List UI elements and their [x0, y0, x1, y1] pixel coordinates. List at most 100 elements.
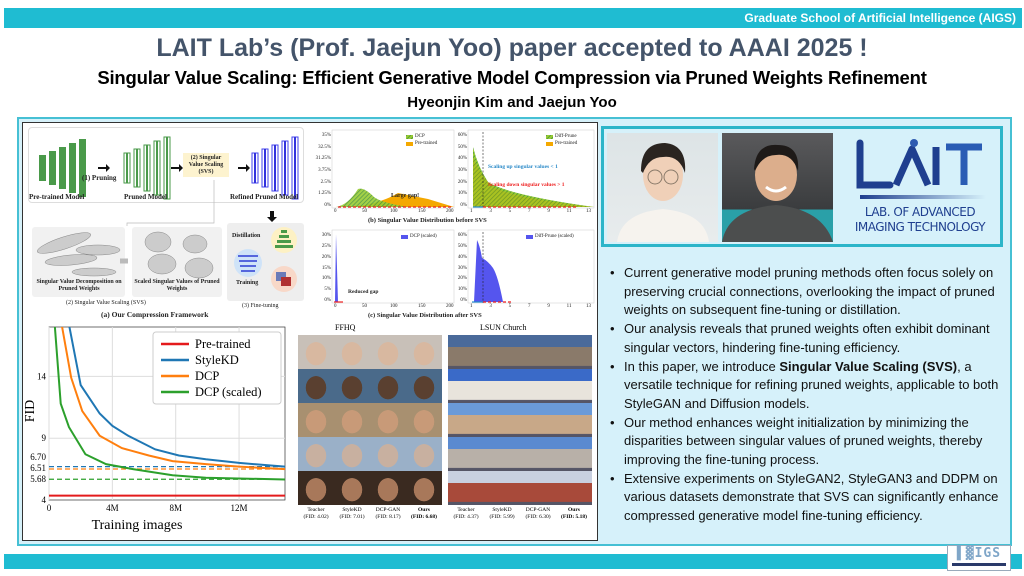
x-tick-label: 4M [106, 503, 119, 513]
x-tick: 11 [566, 209, 572, 214]
lsun-sample-image [484, 369, 520, 403]
y-tick: 15% [321, 265, 331, 271]
lsun-sample-image [556, 437, 592, 471]
legend-label: StyleKD [195, 353, 239, 367]
y-tick: 10% [457, 287, 467, 293]
y-tick-label: 5.68 [30, 474, 46, 484]
logo-line-1: LAB. OF ADVANCED [864, 205, 976, 219]
x-tick: 1 [470, 209, 473, 214]
lsun-sample-image [484, 335, 520, 369]
y-tick-label: 9 [42, 433, 47, 443]
x-tick: 50 [362, 304, 367, 309]
sample-grid: FFHQ LSUN Church Teacher (FID: 4.02) Style… [295, 321, 597, 541]
framework-caption: (a) Our Compression Framework [101, 310, 209, 319]
ffhq-sample-image [370, 403, 406, 437]
annotation-large-gap: Large gap! [391, 193, 420, 199]
ffhq-sample-image [406, 335, 442, 369]
legend-dcp-scaled: DCP (scaled) [410, 234, 437, 239]
lsun-sample-image [448, 437, 484, 471]
y-tick: 5% [324, 287, 331, 293]
lsun-sample-image [484, 403, 520, 437]
y-tick: 40% [457, 254, 467, 260]
y-axis-label: FID [23, 400, 38, 423]
x-tick: 0 [334, 209, 337, 214]
lsun-sample-image [520, 403, 556, 437]
y-tick: 25% [321, 243, 331, 249]
x-tick: 3 [489, 209, 492, 214]
x-axis-label: Training images [92, 518, 183, 533]
series-line-stylekd [68, 327, 285, 468]
legend-pretrained-2: Pre-trained [555, 141, 578, 146]
y-tick: 50% [457, 243, 467, 249]
x-tick: 13 [586, 304, 591, 309]
x-tick: 9 [547, 209, 550, 214]
x-tick-label: 8M [169, 503, 182, 513]
x-tick: 0 [334, 304, 337, 309]
lait-logo: LAB. OF ADVANCED IMAGING TECHNOLOGY [840, 135, 1000, 240]
ffhq-sample-image [370, 437, 406, 471]
annotation-scale-down: Scaling down singular values > 1 [488, 182, 565, 188]
annotation-reduced-gap: Reduced gap [348, 289, 379, 295]
x-tick: 5 [508, 304, 512, 309]
lsun-sample-image [520, 471, 556, 505]
scaled-label: Scaled Singular Values of Pruned Weights [134, 279, 220, 292]
x-tick: 50 [362, 209, 367, 214]
bullet-text: Extensive experiments on StyleGAN2, Styl… [624, 470, 999, 524]
x-tick: 7 [528, 304, 531, 309]
lsun-sample-image [556, 471, 592, 505]
paper-figure: Pre-trained Model (1) Pruning Pruned Mod… [22, 122, 598, 541]
lsun-sample-image [520, 369, 556, 403]
ffhq-sample-image [298, 403, 334, 437]
y-tick: 30% [457, 265, 467, 271]
sample-label: DCP-GAN (FID: 8.17) [375, 507, 401, 520]
series-line-dcp-scaled- [53, 327, 285, 481]
bullet-item: Current generative model pruning methods… [608, 264, 1003, 320]
x-tick: 3 [489, 304, 492, 309]
legend-pretrained: Pre-trained [415, 141, 438, 146]
x-tick-label: 0 [47, 503, 52, 513]
sample-label: Ours (FID: 6.68) [411, 507, 437, 520]
aigs-logo-mark: ▌▓IGS [956, 546, 1002, 561]
ffhq-sample-image [406, 437, 442, 471]
x-tick: 11 [566, 304, 572, 309]
ffhq-sample-image [370, 369, 406, 403]
y-tick: 1.25% [318, 191, 331, 197]
y-tick-label: 6.70 [30, 452, 46, 462]
lsun-sample-image [484, 471, 520, 505]
y-tick: 50% [457, 144, 467, 150]
y-tick: 0% [324, 298, 331, 303]
lsun-sample-image [520, 437, 556, 471]
svd-label: Singular Value Decomposition on Pruned W… [36, 279, 122, 292]
histogram-graphics [331, 129, 595, 304]
bullet-item: In this paper, we introduce Singular Val… [608, 358, 1003, 414]
ffhq-sample-image [334, 369, 370, 403]
refined-label: Refined Pruned Model [230, 193, 299, 201]
svs-box-label: (2) Singular Value Scaling (SVS) [188, 155, 224, 175]
x-tick: 100 [390, 304, 398, 309]
x-tick: 1 [470, 304, 473, 309]
ffhq-sample-image [334, 403, 370, 437]
bullet-item: Extensive experiments on StyleGAN2, Styl… [608, 470, 1003, 526]
y-tick-label: 4 [42, 495, 47, 505]
ffhq-sample-image [406, 471, 442, 505]
sample-label: Ours (FID: 5.18) [561, 507, 587, 520]
framework-diagram: Pre-trained Model (1) Pruning Pruned Mod… [26, 127, 306, 319]
y-tick: 20% [457, 179, 467, 185]
sample-label: Teacher (FID: 4.02) [303, 507, 329, 520]
framework-graphics [32, 136, 304, 301]
ffhq-sample-image [298, 369, 334, 403]
x-tick: 200 [446, 209, 454, 214]
y-tick: 0% [324, 203, 331, 208]
bullet-text: Our method enhances weight initializatio… [624, 414, 983, 468]
lsun-sample-image [484, 437, 520, 471]
ffhq-sample-image [298, 471, 334, 505]
ffhq-sample-image [370, 335, 406, 369]
annotation-scale-up: Scaling up singular values < 1 [488, 164, 558, 170]
lsun-sample-image [448, 471, 484, 505]
pretrained-label: Pre-trained Model [29, 193, 85, 201]
histogram-panels: DCP Pre-trained Diff-Prune Pre-trained D… [308, 127, 598, 321]
lsun-sample-image [556, 369, 592, 403]
ffhq-sample-image [334, 471, 370, 505]
ffhq-sample-image [406, 369, 442, 403]
series-line-dcp [61, 327, 285, 471]
